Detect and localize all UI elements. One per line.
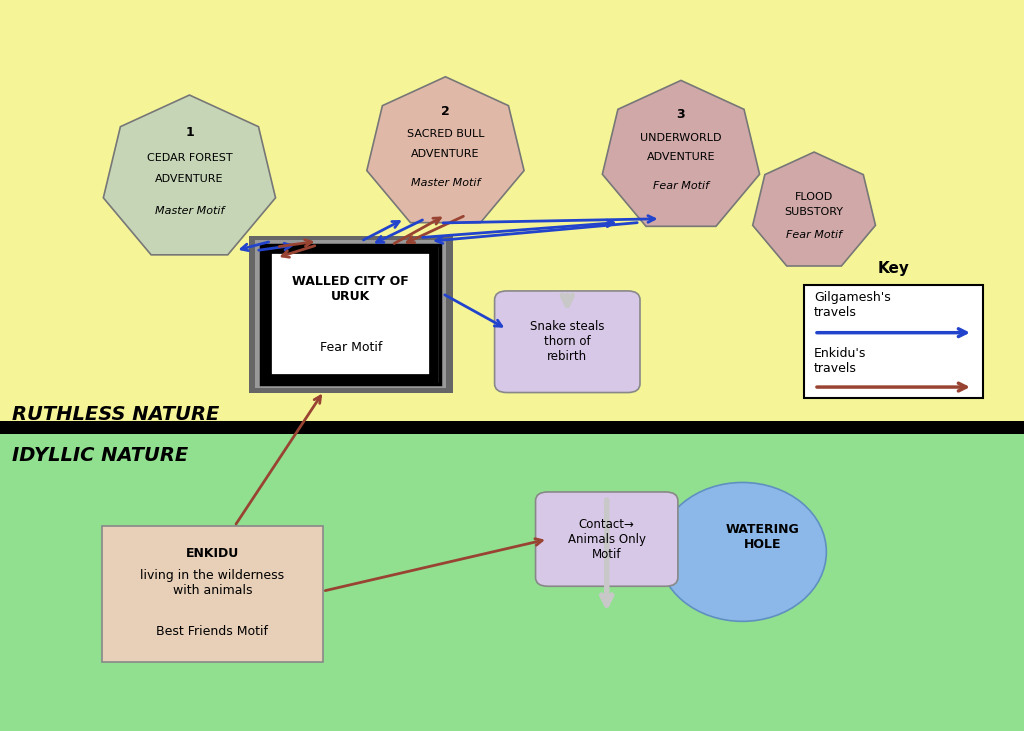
Polygon shape: [367, 77, 524, 223]
Text: ENKIDU: ENKIDU: [185, 547, 240, 560]
Text: Master Motif: Master Motif: [155, 206, 224, 216]
FancyBboxPatch shape: [261, 245, 440, 384]
Text: ADVENTURE: ADVENTURE: [412, 148, 479, 159]
Ellipse shape: [658, 482, 826, 621]
Polygon shape: [255, 240, 446, 388]
Text: WATERING
HOLE: WATERING HOLE: [726, 523, 800, 551]
Polygon shape: [753, 152, 876, 266]
Ellipse shape: [717, 498, 768, 529]
Text: CEDAR FOREST: CEDAR FOREST: [146, 153, 232, 163]
Polygon shape: [602, 80, 760, 227]
FancyBboxPatch shape: [536, 492, 678, 586]
Text: Best Friends Motif: Best Friends Motif: [157, 625, 268, 638]
Text: RUTHLESS NATURE: RUTHLESS NATURE: [12, 405, 220, 424]
Polygon shape: [0, 428, 1024, 731]
Text: UNDERWORLD: UNDERWORLD: [640, 133, 722, 143]
Text: FLOOD: FLOOD: [795, 192, 834, 202]
Text: 3: 3: [677, 108, 685, 121]
Text: ADVENTURE: ADVENTURE: [647, 152, 715, 162]
Text: Snake steals
thorn of
rebirth: Snake steals thorn of rebirth: [530, 320, 604, 363]
Text: living in the wilderness
with animals: living in the wilderness with animals: [140, 569, 285, 597]
Text: Contact→
Animals Only
Motif: Contact→ Animals Only Motif: [567, 518, 646, 561]
Text: Enkidu's
travels: Enkidu's travels: [814, 347, 866, 375]
Polygon shape: [0, 0, 1024, 428]
Text: Gilgamesh's
travels: Gilgamesh's travels: [814, 292, 891, 319]
Text: Fear Motif: Fear Motif: [319, 341, 382, 354]
Text: WALLED CITY OF
URUK: WALLED CITY OF URUK: [292, 276, 410, 303]
Text: Fear Motif: Fear Motif: [786, 230, 842, 240]
FancyBboxPatch shape: [102, 526, 323, 662]
Text: 1: 1: [185, 126, 194, 140]
Text: SUBSTORY: SUBSTORY: [784, 207, 844, 217]
Text: SACRED BULL: SACRED BULL: [407, 129, 484, 140]
FancyBboxPatch shape: [495, 291, 640, 393]
FancyBboxPatch shape: [804, 285, 983, 398]
Text: Key: Key: [878, 261, 909, 276]
Text: IDYLLIC NATURE: IDYLLIC NATURE: [12, 446, 188, 465]
Text: Fear Motif: Fear Motif: [653, 181, 709, 192]
Text: 2: 2: [441, 105, 450, 118]
Polygon shape: [249, 236, 453, 393]
Text: Master Motif: Master Motif: [411, 178, 480, 188]
Polygon shape: [0, 421, 1024, 434]
Text: ADVENTURE: ADVENTURE: [156, 174, 223, 184]
Polygon shape: [103, 95, 275, 255]
